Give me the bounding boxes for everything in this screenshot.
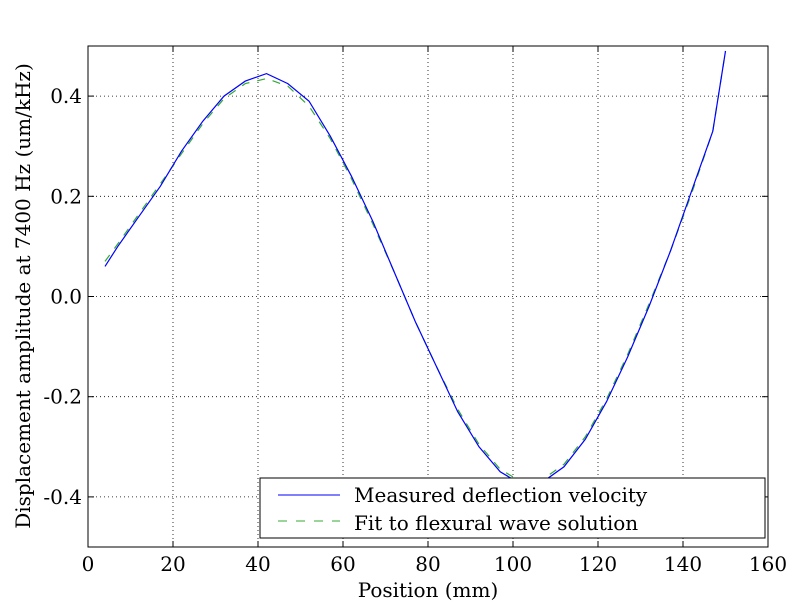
- legend-box: [259, 477, 766, 539]
- series-measured-line: [104, 50, 727, 486]
- y-tick-label: -0.4: [43, 485, 82, 509]
- x-tick-label: 160: [749, 552, 787, 576]
- legend-label-measured: Measured deflection velocity: [354, 483, 648, 507]
- series-fit-line: [104, 50, 727, 483]
- x-tick-label: 20: [160, 552, 185, 576]
- x-tick-label: 0: [82, 552, 95, 576]
- x-axis-label: Position (mm): [358, 578, 499, 602]
- y-axis-label: Displacement amplitude at 7400 Hz (um/kH…: [11, 63, 35, 529]
- x-tick-label: 120: [579, 552, 617, 576]
- y-tick-label: 0.4: [50, 84, 82, 108]
- x-tick-label: 100: [494, 552, 532, 576]
- x-tick-label: 60: [330, 552, 355, 576]
- x-tick-label: 80: [415, 552, 440, 576]
- y-tick-label: 0.2: [50, 184, 82, 208]
- x-tick-label: 40: [245, 552, 270, 576]
- legend-label-fit: Fit to flexural wave solution: [354, 511, 638, 535]
- x-tick-label: 140: [664, 552, 702, 576]
- y-tick-label: -0.2: [43, 385, 82, 409]
- y-tick-label: 0.0: [50, 285, 82, 309]
- tick-labels: 0 20 40 60 80 100 120 140 160 -0.4 -0.2 0.0 0.2 0.4: [43, 84, 787, 576]
- legend: Measured deflection velocity Fit to flex…: [259, 477, 766, 539]
- grid: [88, 46, 768, 547]
- series-layer: [104, 50, 727, 486]
